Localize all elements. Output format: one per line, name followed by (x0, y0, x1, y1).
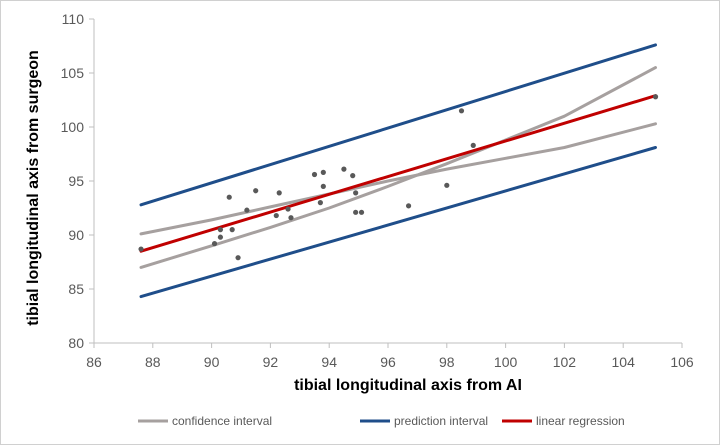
y-tick-label: 95 (68, 173, 84, 189)
series-lines (139, 43, 657, 299)
data-point (320, 183, 326, 189)
y-tick-label: 90 (68, 227, 84, 243)
data-points (138, 94, 659, 261)
data-point (444, 182, 450, 188)
data-point (211, 241, 218, 247)
legend: confidence interval prediction interval li… (138, 414, 625, 428)
y-tick-label: 85 (68, 281, 84, 297)
data-point (358, 209, 365, 215)
data-point (341, 166, 347, 172)
data-point (276, 190, 282, 196)
tick-labels: 86 88 90 92 94 96 98 100 102 104 106 80 85 90 95 100 105… (61, 11, 694, 370)
data-point (353, 209, 359, 215)
data-point (226, 194, 232, 200)
x-tick-label: 90 (204, 354, 220, 370)
data-point (244, 207, 250, 213)
data-point (273, 212, 279, 219)
data-point (138, 246, 144, 252)
y-tick-label: 100 (61, 119, 85, 135)
x-tick-label: 96 (380, 354, 396, 370)
x-tick-label: 98 (439, 354, 455, 370)
data-point (288, 215, 294, 221)
y-tick-label: 110 (62, 11, 85, 27)
x-tick-label: 100 (494, 354, 518, 370)
y-tick-label: 80 (68, 335, 84, 351)
prediction-interval-line (139, 43, 657, 207)
axes (89, 18, 683, 348)
data-point (285, 206, 291, 212)
x-tick-label: 88 (145, 354, 161, 370)
data-point (217, 227, 224, 233)
legend-label-confidence-interval: confidence interval (172, 414, 272, 428)
x-tick-label: 106 (670, 354, 694, 370)
data-point (253, 188, 259, 194)
y-axis-title: tibial longitudinal axis from surgeon (25, 50, 42, 326)
linear-regression-line (139, 94, 657, 253)
confidence-interval-line (139, 122, 657, 236)
x-axis-title: tibial longitudinal axis from AI (294, 377, 522, 394)
data-point (217, 234, 224, 240)
legend-label-prediction-interval: prediction interval (394, 414, 488, 428)
data-point (458, 108, 465, 114)
data-point (235, 255, 241, 261)
data-point (353, 190, 359, 196)
data-point (470, 142, 476, 148)
data-point (652, 94, 659, 100)
data-point (405, 203, 412, 209)
data-point (320, 169, 326, 175)
confidence-interval-line (139, 66, 657, 269)
data-point (311, 171, 318, 178)
y-tick-label: 105 (61, 65, 85, 81)
data-point (317, 200, 323, 206)
x-tick-label: 92 (263, 354, 279, 370)
x-tick-label: 104 (612, 354, 636, 370)
prediction-interval-line (139, 146, 657, 299)
data-point (229, 227, 235, 233)
x-tick-label: 94 (321, 354, 337, 370)
x-tick-label: 102 (553, 354, 577, 370)
legend-label-linear-regression: linear regression (536, 414, 625, 428)
data-point (350, 173, 356, 179)
x-tick-label: 86 (86, 354, 102, 370)
